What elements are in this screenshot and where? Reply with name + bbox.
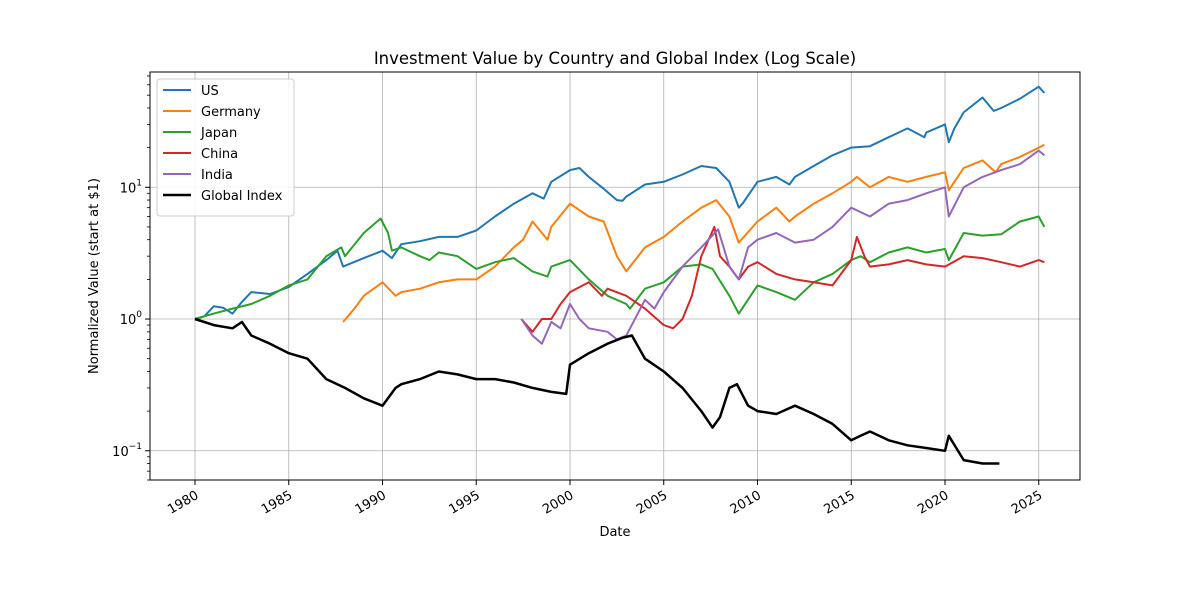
y-tick-base: 10 — [112, 445, 129, 460]
legend-label: India — [201, 168, 233, 183]
series-line-germany — [342, 143, 1045, 323]
series-line-china — [520, 225, 1045, 333]
legend-label: Global Index — [201, 189, 283, 204]
series-lines — [194, 85, 1046, 465]
legend: US Germany Japan China India Global Index — [156, 78, 295, 217]
y-tick-exponent: 0 — [136, 310, 142, 320]
y-tick-base: 10 — [120, 181, 137, 196]
y-tick-label: 101 — [120, 178, 142, 196]
legend-label: US — [201, 84, 219, 99]
series-line-us — [194, 85, 1046, 320]
legend-label: Japan — [200, 126, 237, 141]
y-tick-exponent: 1 — [136, 178, 142, 188]
legend-label: China — [201, 147, 238, 162]
legend-box — [156, 78, 295, 217]
y-tick-exponent: −1 — [129, 442, 142, 452]
y-tick-base: 10 — [120, 313, 137, 328]
plot-frame — [149, 71, 1081, 481]
series-line-india — [520, 149, 1046, 345]
x-axis-label: Date — [599, 525, 630, 540]
y-tick-label: 10−1 — [112, 442, 142, 460]
series-line-japan — [194, 215, 1046, 320]
series-line-global-index — [194, 317, 1000, 465]
y-axis-label: Normalized Value (start at $1) — [87, 178, 102, 374]
y-tick-label: 100 — [120, 310, 143, 328]
legend-label: Germany — [201, 105, 261, 120]
chart-title: Investment Value by Country and Global I… — [374, 49, 856, 68]
